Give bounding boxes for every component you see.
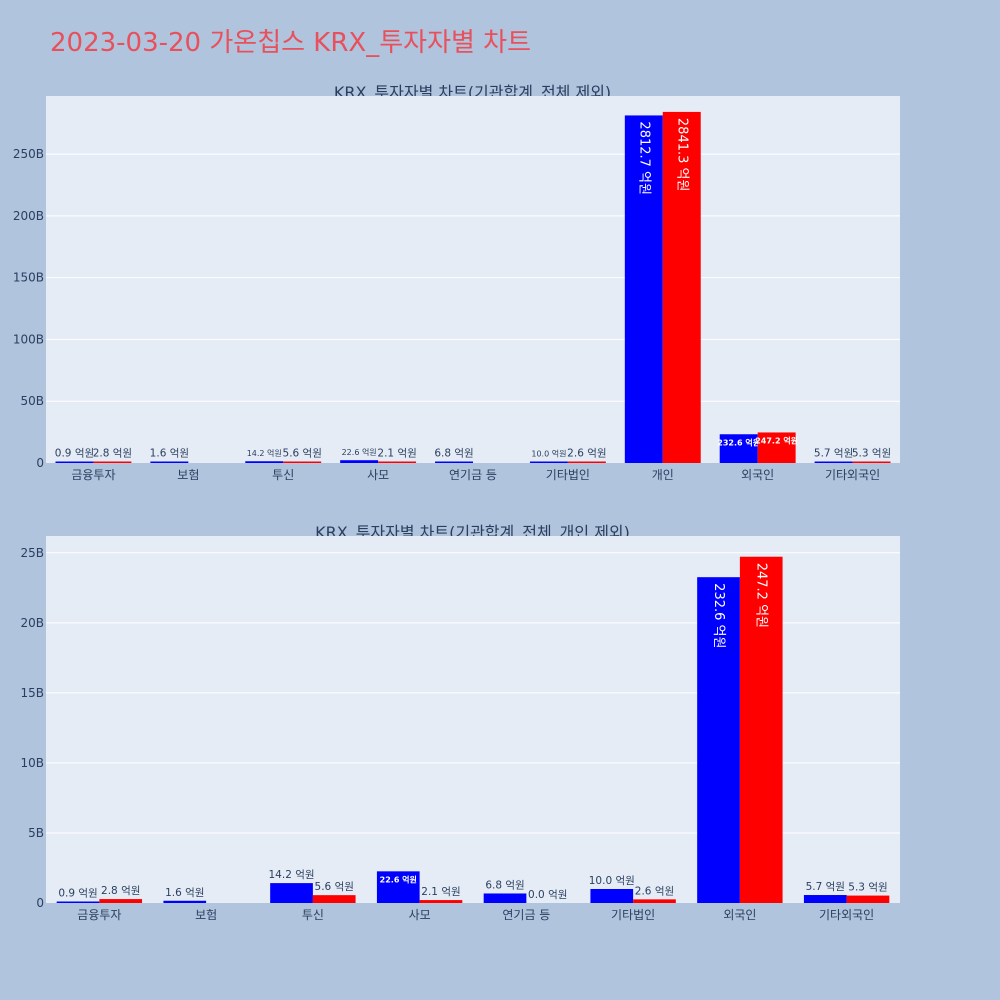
data-label: 10.0 억원 <box>589 875 635 887</box>
x-tick-label: 기타외국인 <box>819 908 874 922</box>
bar <box>633 899 676 903</box>
bar <box>378 461 417 463</box>
x-tick-label: 투신 <box>272 468 294 482</box>
plot-area <box>46 96 900 463</box>
data-label: 2812.7 억원 <box>636 121 651 195</box>
x-tick-label: 사모 <box>409 908 431 922</box>
bar <box>56 901 100 903</box>
data-label: 247.2 억원 <box>754 563 769 628</box>
data-label: 0.0 억원 <box>528 889 567 901</box>
x-tick-label: 보험 <box>177 468 199 482</box>
bar <box>283 461 322 463</box>
data-label: 5.7 억원 <box>814 448 853 460</box>
data-label: 2.8 억원 <box>93 448 132 460</box>
bar <box>757 432 796 463</box>
data-label: 2.8 억원 <box>101 885 140 897</box>
data-label: 5.6 억원 <box>315 881 354 893</box>
data-label: 232.6 억원 <box>711 583 726 648</box>
bar <box>55 461 94 463</box>
bar <box>93 461 132 463</box>
bar <box>719 434 758 463</box>
data-label: 5.7 억원 <box>806 881 845 893</box>
bar <box>340 460 379 463</box>
bar <box>662 111 701 464</box>
x-tick-label: 외국인 <box>741 468 774 482</box>
x-tick-label: 금융투자 <box>71 468 115 482</box>
y-tick-label: 50B <box>20 394 44 408</box>
y-tick-label: 25B <box>20 546 44 560</box>
x-tick-label: 금융투자 <box>77 908 121 922</box>
bar <box>846 895 890 903</box>
bar <box>150 461 189 463</box>
x-tick-label: 기타외국인 <box>825 468 880 482</box>
bar <box>163 900 207 903</box>
x-tick-label: 개인 <box>652 468 674 482</box>
bar <box>419 900 463 903</box>
y-tick-label: 20B <box>20 616 44 630</box>
data-label: 1.6 억원 <box>165 887 204 899</box>
data-label: 6.8 억원 <box>485 879 524 891</box>
y-tick-label: 0 <box>36 896 44 910</box>
x-tick-label: 외국인 <box>723 908 756 922</box>
bar <box>624 115 663 463</box>
x-tick-label: 기타법인 <box>611 908 655 922</box>
bar <box>697 577 740 903</box>
data-label: 2.1 억원 <box>421 886 460 898</box>
bar <box>852 461 891 463</box>
bar <box>590 888 634 903</box>
y-tick-label: 10B <box>20 756 44 770</box>
bar <box>567 461 606 463</box>
data-label: 247.2 억원 <box>755 435 798 445</box>
page-title: 2023-03-20 가온칩스 KRX_투자자별 차트 <box>50 28 532 58</box>
bar <box>99 899 143 903</box>
y-tick-label: 200B <box>13 209 44 223</box>
data-label: 10.0 억원 <box>531 449 566 459</box>
y-tick-label: 15B <box>20 686 44 700</box>
x-tick-label: 연기금 등 <box>449 468 497 482</box>
data-label: 5.3 억원 <box>848 882 887 894</box>
data-label: 5.6 억원 <box>283 448 322 460</box>
x-tick-label: 투신 <box>302 908 324 922</box>
data-label: 6.8 억원 <box>434 448 473 460</box>
data-label: 1.6 억원 <box>150 448 189 460</box>
bar <box>814 461 853 463</box>
bar <box>803 895 847 903</box>
y-tick-label: 5B <box>28 826 44 840</box>
data-label: 2.1 억원 <box>377 448 416 460</box>
y-tick-label: 0 <box>36 456 44 470</box>
data-label: 5.3 억원 <box>852 448 891 460</box>
data-label: 0.9 억원 <box>55 448 94 460</box>
bar <box>529 461 568 463</box>
y-tick-label: 150B <box>13 271 44 285</box>
bar <box>376 871 420 903</box>
bar <box>483 893 527 903</box>
bar <box>312 895 356 903</box>
x-tick-label: 기타법인 <box>546 468 590 482</box>
data-label: 14.2 억원 <box>269 869 315 881</box>
bar <box>270 883 313 903</box>
data-label: 14.2 억원 <box>247 448 282 458</box>
bar <box>739 556 783 903</box>
x-tick-label: 사모 <box>367 468 389 482</box>
data-label: 0.9 억원 <box>58 888 97 900</box>
data-label: 232.6 억원 <box>717 437 760 447</box>
data-label: 2.6 억원 <box>567 448 606 460</box>
data-label: 2841.3 억원 <box>674 118 689 192</box>
data-label: 22.6 억원 <box>342 447 377 457</box>
bar <box>435 461 473 463</box>
x-tick-label: 연기금 등 <box>502 908 550 922</box>
data-label: 22.6 억원 <box>380 874 417 884</box>
data-label: 2.6 억원 <box>635 885 674 897</box>
y-tick-label: 100B <box>13 332 44 346</box>
y-tick-label: 250B <box>13 147 44 161</box>
x-tick-label: 보험 <box>195 908 217 922</box>
bar <box>245 461 284 463</box>
